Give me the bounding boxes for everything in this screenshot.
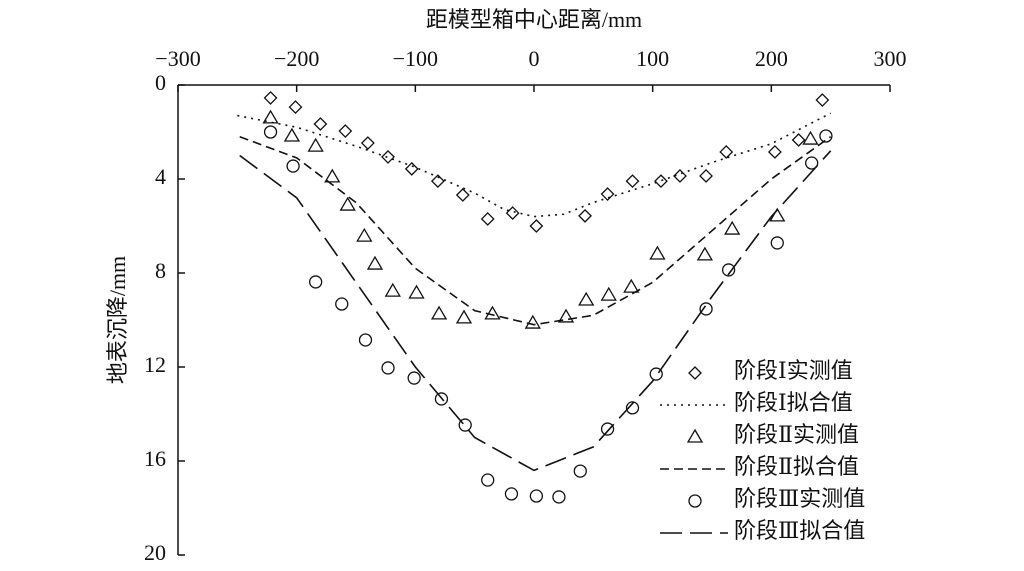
circle-marker <box>504 487 519 501</box>
x-tick-label: 0 <box>529 46 540 71</box>
triangle-marker <box>339 196 356 211</box>
triangle-marker <box>524 314 541 329</box>
diamond-marker <box>263 91 278 105</box>
triangle-marker <box>366 255 384 270</box>
circle-marker <box>600 422 615 436</box>
circle-marker <box>481 473 495 487</box>
diamond-marker <box>338 124 353 138</box>
legend-label: 阶段Ⅲ拟合值 <box>734 518 865 543</box>
y-tick-label: 8 <box>155 258 166 283</box>
fit-line <box>237 112 832 218</box>
x-tick-label: −200 <box>274 46 319 71</box>
y-tick-label: 12 <box>144 352 166 377</box>
diamond-marker <box>360 136 375 150</box>
diamond-marker <box>404 161 419 176</box>
triangle-marker <box>484 305 501 320</box>
diamond-marker <box>719 145 734 159</box>
triangle-marker <box>802 130 819 145</box>
y-tick-label: 4 <box>155 164 166 189</box>
diamond-marker <box>578 208 592 223</box>
diamond-marker <box>505 206 520 220</box>
diamond-marker <box>381 149 395 164</box>
y-tick-label: 20 <box>144 540 166 565</box>
triangle-marker <box>649 245 666 260</box>
triangle-marker <box>283 127 301 142</box>
circle-marker <box>770 236 784 250</box>
circle-marker <box>381 361 395 375</box>
triangle-marker <box>686 428 704 443</box>
diamond-marker <box>625 174 640 189</box>
triangle-marker <box>455 309 473 324</box>
x-tick-label: 200 <box>755 46 788 71</box>
triangle-marker <box>307 137 324 152</box>
diamond-marker <box>480 212 495 226</box>
diamond-marker <box>767 145 782 159</box>
circle-marker <box>552 490 566 504</box>
circle-marker <box>649 367 663 381</box>
triangle-marker <box>623 278 640 293</box>
diamond-marker <box>529 219 544 233</box>
diamond-marker <box>600 187 615 201</box>
circle-marker <box>688 494 702 508</box>
circle-marker <box>434 392 449 406</box>
fit-line <box>239 150 832 472</box>
circle-marker <box>263 125 278 139</box>
x-tick-label: −300 <box>155 46 200 71</box>
diamond-marker <box>815 93 830 107</box>
circle-marker <box>819 129 833 143</box>
circle-marker <box>335 297 349 311</box>
legend-label: 阶段Ⅱ拟合值 <box>734 454 859 479</box>
diamond-marker <box>791 133 806 147</box>
fit-line <box>239 135 832 326</box>
x-tick-label: 100 <box>636 46 669 71</box>
circle-marker <box>529 489 544 503</box>
circle-marker <box>625 401 640 415</box>
circle-marker <box>699 302 713 316</box>
legend-label: 阶段Ⅰ拟合值 <box>734 390 853 415</box>
diamond-marker <box>699 169 713 183</box>
triangle-marker <box>262 109 279 124</box>
x-axis-title: 距模型箱中心距离/mm <box>426 7 642 32</box>
diamond-marker <box>455 188 470 202</box>
circle-marker <box>805 156 819 170</box>
triangle-marker <box>557 308 575 323</box>
circle-marker <box>573 464 587 478</box>
triangle-marker <box>724 220 741 235</box>
circle-marker <box>721 263 736 277</box>
triangle-marker <box>696 246 714 261</box>
legend-label: 阶段Ⅲ实测值 <box>734 486 865 511</box>
diamond-marker <box>430 174 445 189</box>
triangle-marker <box>356 227 373 242</box>
diamond-marker <box>654 174 668 189</box>
y-axis-title: 地表沉降/mm <box>105 256 130 384</box>
diamond-marker <box>688 366 702 380</box>
triangle-marker <box>600 286 617 301</box>
legend-label: 阶段Ⅱ实测值 <box>734 422 859 447</box>
x-tick-label: −100 <box>393 46 438 71</box>
triangle-marker <box>408 284 425 299</box>
triangle-marker <box>324 168 341 183</box>
legend-label: 阶段Ⅰ实测值 <box>734 358 853 383</box>
circle-marker <box>286 159 300 173</box>
x-tick-label: 300 <box>874 46 907 71</box>
triangle-marker <box>384 282 401 297</box>
circle-marker <box>358 333 373 347</box>
diamond-marker <box>313 117 328 131</box>
circle-marker <box>309 275 323 289</box>
diamond-marker <box>288 100 303 115</box>
circle-marker <box>458 418 472 432</box>
triangle-marker <box>430 305 448 320</box>
y-tick-label: 16 <box>144 446 166 471</box>
circle-marker <box>407 371 421 385</box>
diamond-marker <box>673 169 687 183</box>
y-tick-label: 0 <box>155 70 166 95</box>
triangle-marker <box>578 291 595 306</box>
